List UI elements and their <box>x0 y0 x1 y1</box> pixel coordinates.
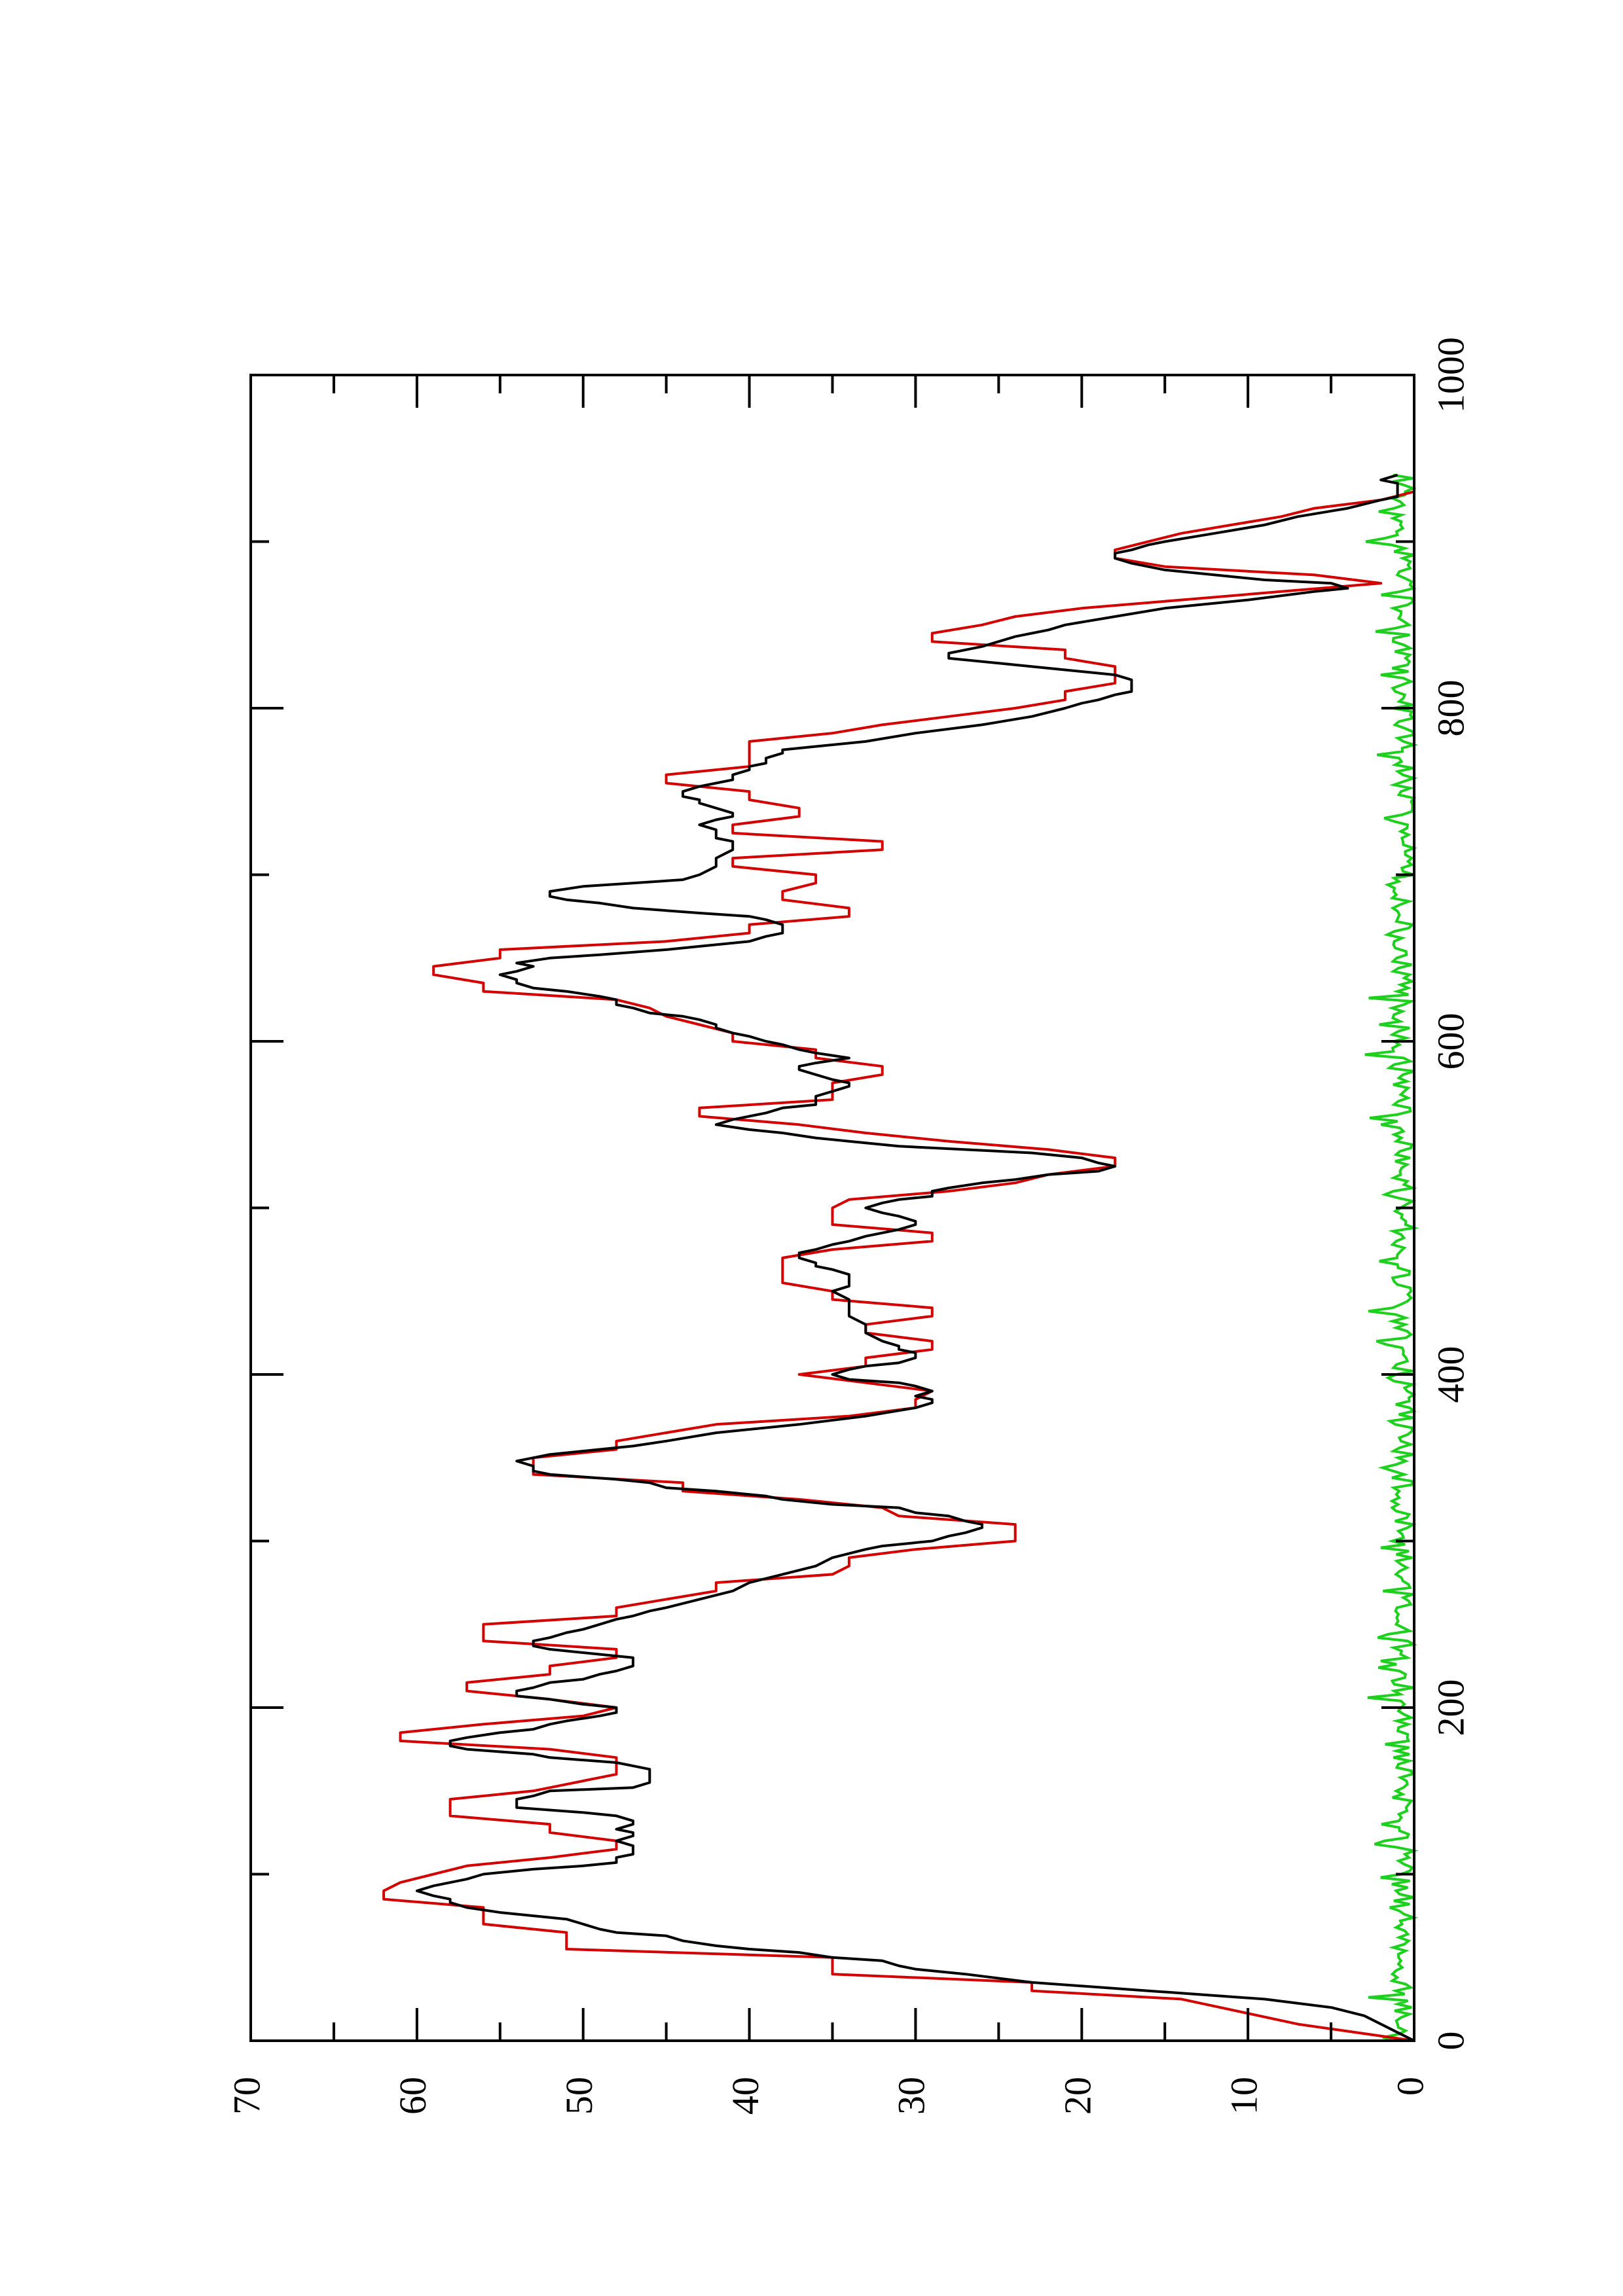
tick-labels: 0 200 400 600 800 1000 0 10 20 30 40 50 60 70 <box>225 337 1472 2115</box>
x-tick-label: 0 <box>1429 2032 1472 2051</box>
series-black-line <box>415 473 1415 2042</box>
plot-area <box>382 473 1419 2042</box>
x-tick-label: 200 <box>1429 1679 1472 1736</box>
y-tick-label: 70 <box>225 2077 268 2115</box>
x-tick-label: 1000 <box>1429 337 1472 413</box>
y-tick-label: 30 <box>890 2077 933 2115</box>
y-tick-label: 0 <box>1389 2077 1431 2096</box>
x-tick-label: 600 <box>1429 1013 1472 1070</box>
y-tick-label: 10 <box>1222 2077 1265 2115</box>
y-tick-label: 50 <box>558 2077 600 2115</box>
y-tick-label: 40 <box>724 2077 767 2115</box>
plot-frame <box>249 374 1415 2042</box>
y-tick-label: 20 <box>1057 2077 1099 2115</box>
y-tick-label: 60 <box>392 2077 434 2115</box>
x-tick-label: 800 <box>1429 680 1472 737</box>
series-green-line <box>1364 473 1419 2042</box>
x-tick-label: 400 <box>1429 1346 1472 1403</box>
series-red-line <box>382 475 1415 2042</box>
